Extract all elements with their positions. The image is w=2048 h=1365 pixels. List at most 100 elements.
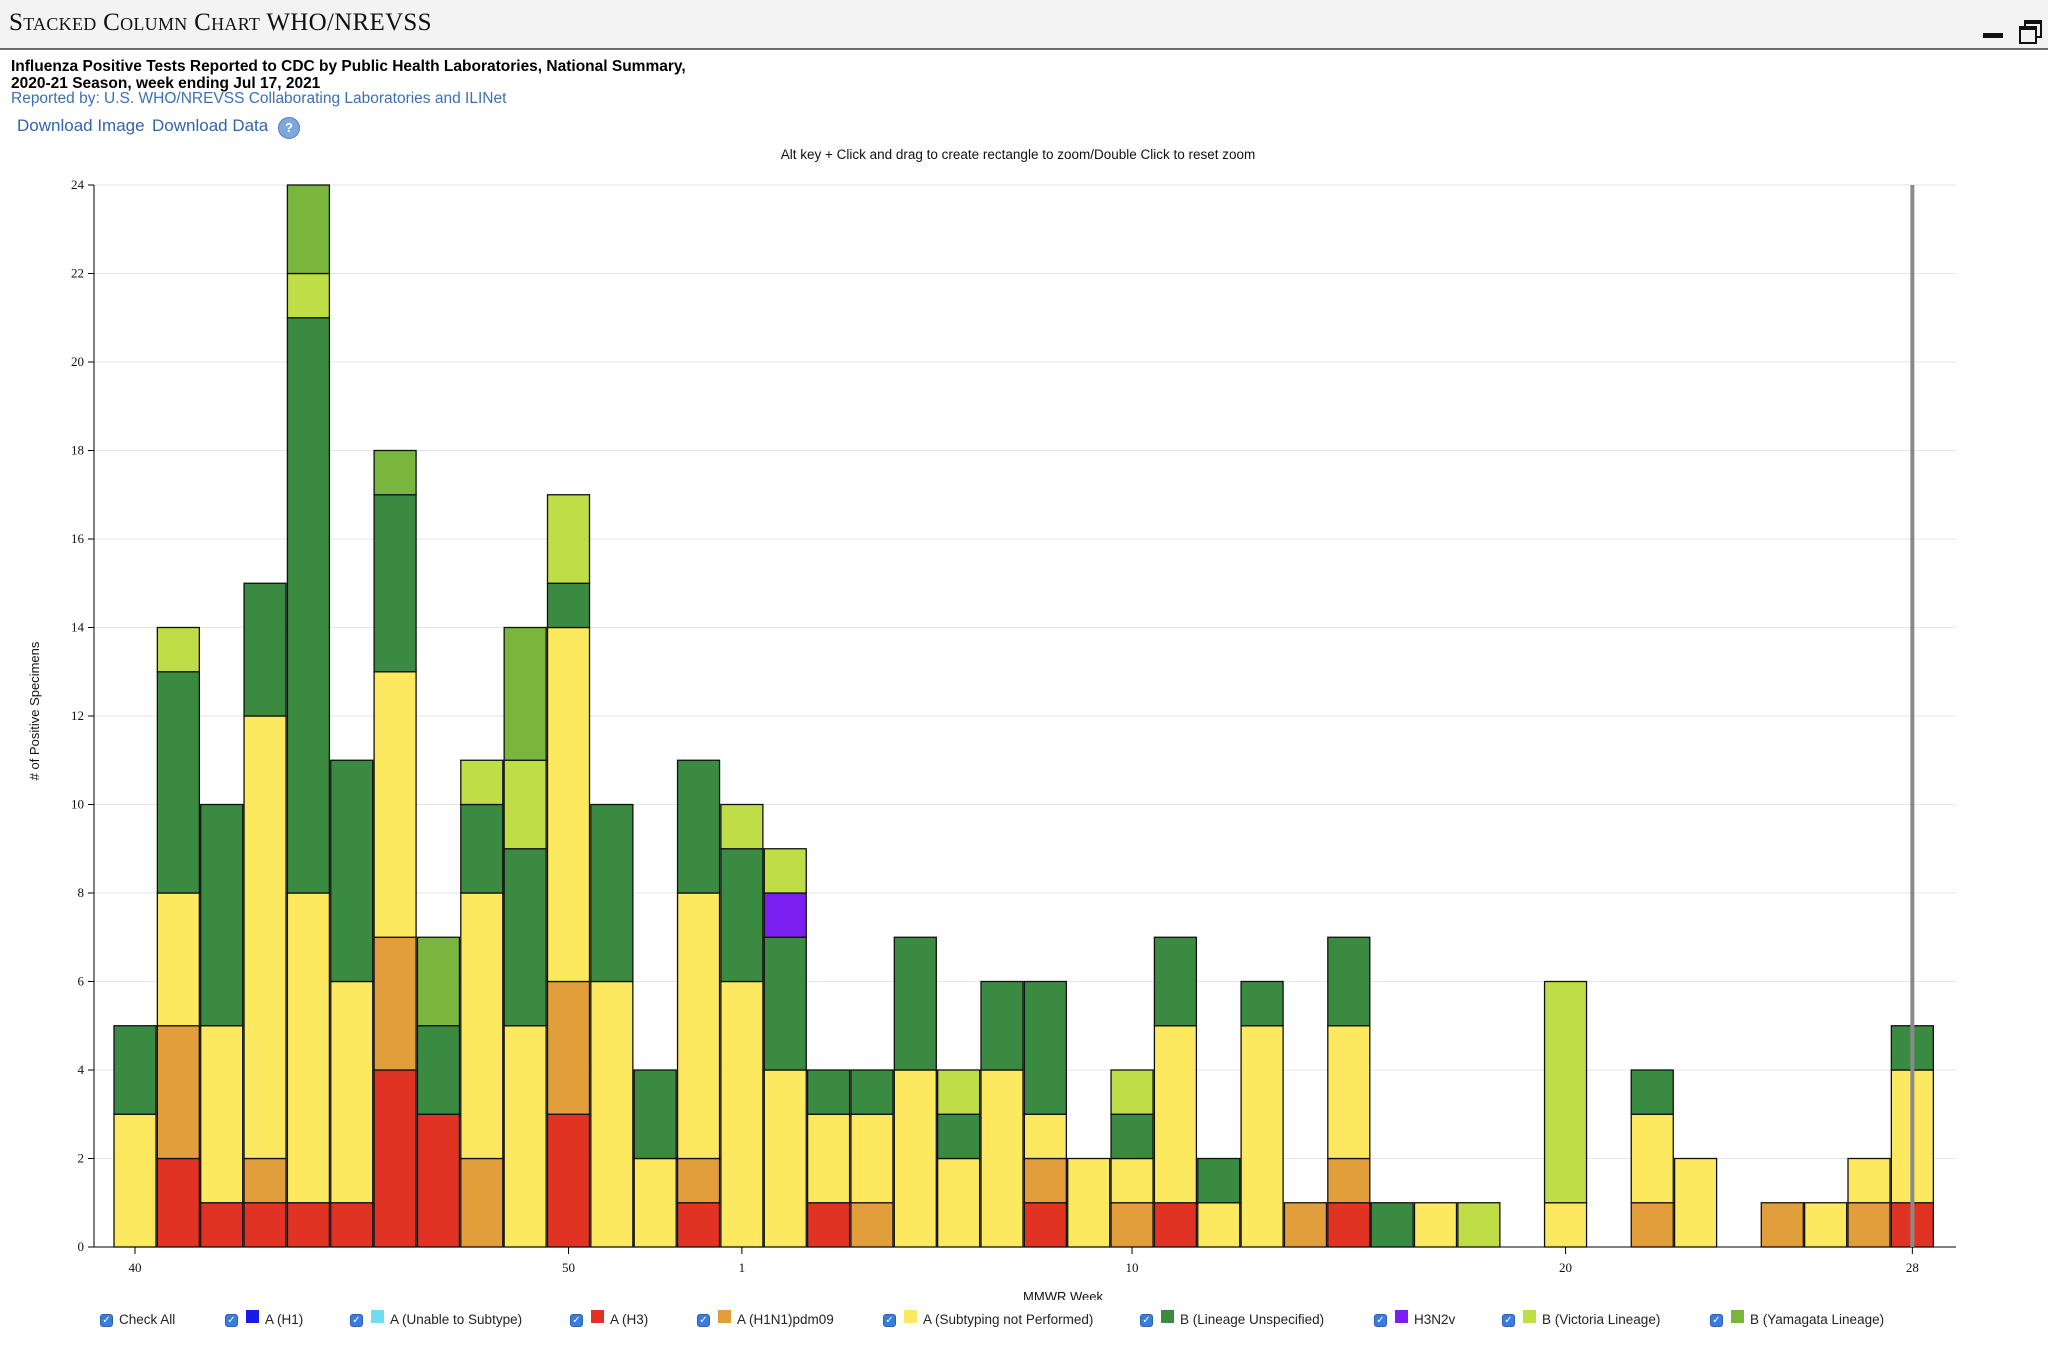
bar-segment[interactable] — [286, 317, 331, 894]
bar-segment[interactable] — [763, 848, 807, 894]
bar-segment[interactable] — [1847, 1202, 1891, 1248]
legend-checkbox-icon[interactable]: ✓ — [1502, 1314, 1515, 1327]
bar-segment[interactable] — [806, 1069, 851, 1115]
bar-segment[interactable] — [676, 1157, 721, 1204]
bar-segment[interactable] — [1110, 1202, 1154, 1248]
bar-segment[interactable] — [286, 184, 331, 275]
bar-segment[interactable] — [980, 1069, 1024, 1248]
bar-segment[interactable] — [980, 980, 1024, 1071]
bar-segment[interactable] — [1673, 1157, 1718, 1248]
bar-segment[interactable] — [243, 582, 287, 717]
bar-segment[interactable] — [243, 1157, 287, 1204]
bar-segment[interactable] — [763, 892, 807, 938]
bar-segment[interactable] — [893, 1069, 937, 1248]
bar-segment[interactable] — [720, 980, 764, 1248]
bar-segment[interactable] — [1327, 1157, 1371, 1204]
bar-segment[interactable] — [286, 1202, 331, 1248]
bar-segment[interactable] — [590, 980, 634, 1248]
bar-segment[interactable] — [1153, 1025, 1198, 1204]
bar-segment[interactable] — [850, 1113, 894, 1204]
bar-segment[interactable] — [1457, 1202, 1501, 1248]
bar-segment[interactable] — [1023, 1157, 1067, 1204]
bar-segment[interactable] — [806, 1113, 851, 1204]
bar-segment[interactable] — [1197, 1202, 1241, 1248]
bar-segment[interactable] — [1413, 1202, 1458, 1248]
bar-segment[interactable] — [1153, 936, 1198, 1027]
bar-segment[interactable] — [416, 936, 461, 1027]
bar-segment[interactable] — [460, 1157, 504, 1248]
bar-segment[interactable] — [676, 892, 721, 1160]
bar-segment[interactable] — [850, 1069, 894, 1115]
bar-segment[interactable] — [1327, 1025, 1371, 1160]
bar-segment[interactable] — [460, 892, 504, 1160]
bar-segment[interactable] — [893, 936, 937, 1071]
bar-segment[interactable] — [1197, 1157, 1241, 1204]
bar-segment[interactable] — [416, 1113, 461, 1248]
bar-segment[interactable] — [113, 1025, 157, 1115]
bar-segment[interactable] — [243, 1202, 287, 1248]
bar-segment[interactable] — [850, 1202, 894, 1248]
bar-segment[interactable] — [373, 494, 417, 673]
bar-segment[interactable] — [330, 1202, 374, 1248]
bar-segment[interactable] — [763, 936, 807, 1071]
legend-checkbox-icon[interactable]: ✓ — [883, 1314, 896, 1327]
bar-segment[interactable] — [373, 449, 417, 496]
bar-segment[interactable] — [1110, 1157, 1154, 1204]
bar-segment[interactable] — [1327, 1202, 1371, 1248]
bar-segment[interactable] — [1370, 1202, 1414, 1248]
download-data-link[interactable]: Download Data — [152, 116, 269, 135]
legend-checkbox-icon[interactable]: ✓ — [1140, 1314, 1153, 1327]
bar-segment[interactable] — [200, 1025, 244, 1204]
bar-segment[interactable] — [1804, 1202, 1848, 1248]
bar-segment[interactable] — [200, 803, 244, 1027]
bar-segment[interactable] — [1023, 980, 1067, 1115]
bar-segment[interactable] — [503, 848, 547, 1027]
bar-segment[interactable] — [113, 1113, 157, 1248]
bar-segment[interactable] — [546, 980, 591, 1115]
bar-segment[interactable] — [1847, 1157, 1891, 1204]
bar-segment[interactable] — [1110, 1113, 1154, 1160]
bar-segment[interactable] — [1327, 936, 1371, 1027]
bar-segment[interactable] — [1630, 1202, 1674, 1248]
bar-segment[interactable] — [937, 1157, 981, 1248]
legend-checkbox-icon[interactable]: ✓ — [570, 1314, 583, 1327]
legend-checkbox-icon[interactable]: ✓ — [697, 1314, 710, 1327]
bar-segment[interactable] — [1067, 1157, 1111, 1248]
legend-checkbox-icon[interactable]: ✓ — [1374, 1314, 1387, 1327]
bar-segment[interactable] — [633, 1157, 677, 1248]
bar-segment[interactable] — [633, 1069, 677, 1160]
bar-segment[interactable] — [937, 1069, 981, 1115]
bar-segment[interactable] — [200, 1202, 244, 1248]
legend-checkbox-icon[interactable]: ✓ — [225, 1314, 238, 1327]
download-image-link[interactable]: Download Image — [17, 116, 145, 135]
bar-segment[interactable] — [1283, 1202, 1328, 1248]
bar-segment[interactable] — [1543, 1202, 1588, 1248]
bar-segment[interactable] — [546, 582, 591, 629]
bar-segment[interactable] — [460, 759, 504, 806]
bar-segment[interactable] — [676, 759, 721, 894]
bar-segment[interactable] — [1240, 1025, 1284, 1248]
bar-segment[interactable] — [763, 1069, 807, 1248]
bar-segment[interactable] — [720, 803, 764, 850]
restore-button[interactable] — [2018, 18, 2046, 44]
bar-segment[interactable] — [460, 803, 504, 894]
bar-segment[interactable] — [286, 892, 331, 1204]
bar-segment[interactable] — [243, 715, 287, 1160]
bar-segment[interactable] — [937, 1113, 981, 1160]
bar-segment[interactable] — [1240, 980, 1284, 1027]
bar-segment[interactable] — [1630, 1113, 1674, 1204]
bar-segment[interactable] — [503, 626, 547, 761]
bar-segment[interactable] — [156, 671, 201, 894]
bar-segment[interactable] — [503, 1025, 547, 1248]
bar-segment[interactable] — [156, 1025, 201, 1160]
bar-segment[interactable] — [156, 892, 201, 1027]
bar-segment[interactable] — [503, 759, 547, 850]
bar-segment[interactable] — [590, 803, 634, 983]
bar-segment[interactable] — [1153, 1202, 1198, 1248]
bar-segment[interactable] — [806, 1202, 851, 1248]
bar-segment[interactable] — [546, 494, 591, 584]
legend-checkbox-icon[interactable]: ✓ — [1710, 1314, 1723, 1327]
bar-segment[interactable] — [1023, 1113, 1067, 1160]
bar-segment[interactable] — [373, 671, 417, 938]
